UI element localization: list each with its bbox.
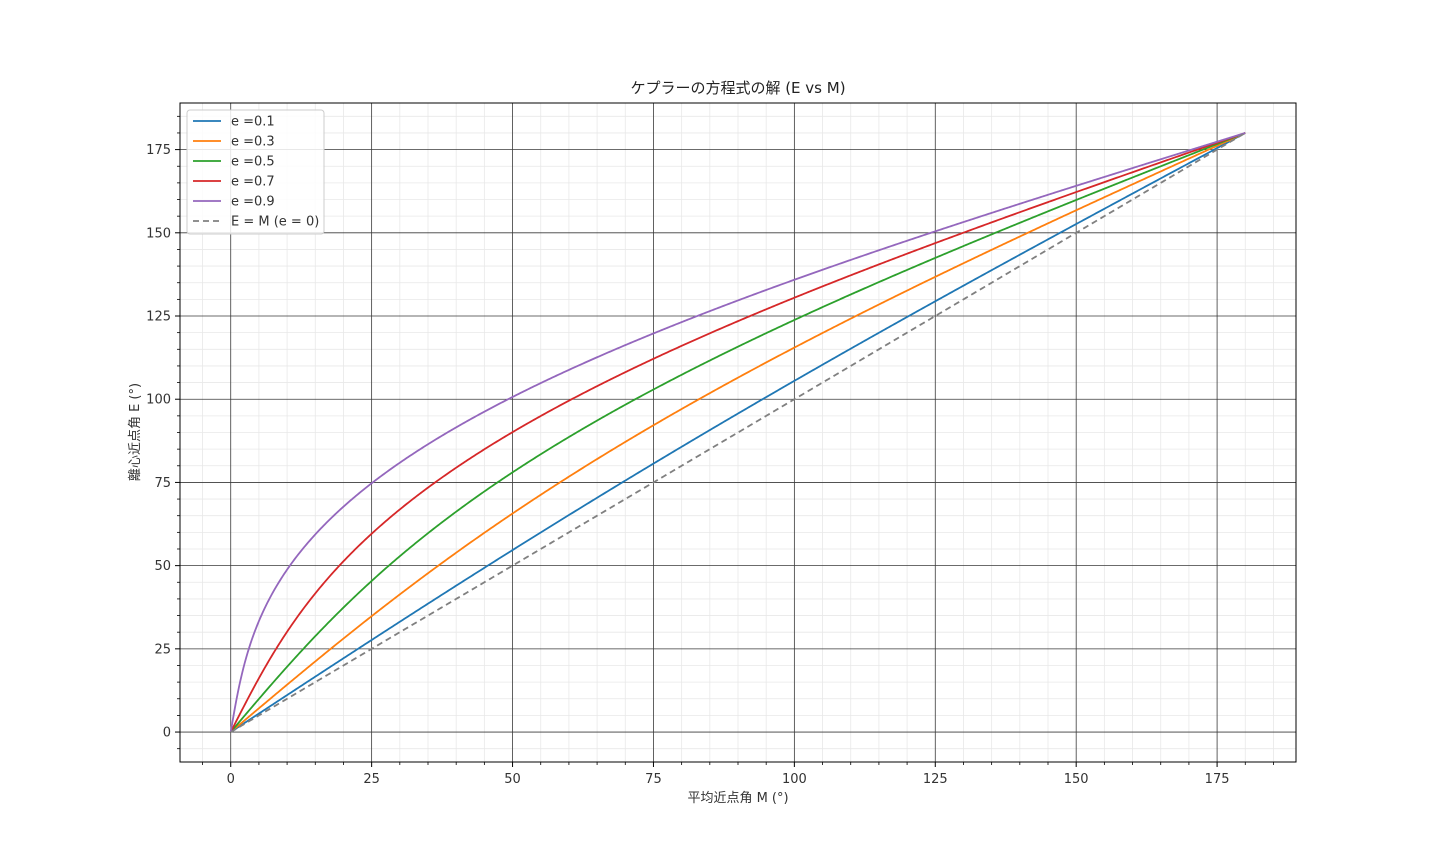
y-tick-label: 0: [163, 726, 171, 741]
y-tick-label: 175: [146, 143, 171, 158]
x-tick-label: 100: [782, 772, 807, 787]
legend-label-1: e =0.1: [231, 115, 275, 130]
y-tick-label: 50: [154, 559, 171, 574]
y-axis-label: 離心近点角 E (°): [128, 383, 143, 481]
legend-label-4: e =0.7: [231, 175, 275, 190]
series-line-1: [230, 132, 1246, 733]
y-tick-label: 100: [146, 393, 171, 408]
tick-labels: 0 25 50 75 100 125 150 175 0 25 50 75 100 125 150 175: [146, 143, 1229, 787]
series-line-3: [230, 132, 1246, 733]
series-lines: [229, 132, 1246, 733]
x-tick-label: 75: [645, 772, 662, 787]
x-tick-label: 175: [1205, 772, 1230, 787]
y-tick-label: 75: [154, 476, 171, 491]
y-tick-label: 150: [146, 226, 171, 241]
x-tick-label: 25: [363, 772, 380, 787]
legend-label-3: e =0.5: [231, 155, 275, 170]
legend-label-5: e =0.9: [231, 195, 275, 210]
legend-box: [186, 109, 325, 235]
y-tick-label: 125: [146, 310, 171, 325]
legend: e =0.1 e =0.3 e =0.5 e =0.7 e =0.9 E = M (e =…: [186, 109, 325, 235]
x-tick-label: 0: [227, 772, 235, 787]
series-line-6: [230, 132, 1246, 733]
x-tick-label: 50: [504, 772, 521, 787]
series-line-4: [229, 132, 1246, 733]
legend-label-2: e =0.3: [231, 135, 275, 150]
series-line-2: [230, 132, 1246, 733]
x-tick-label: 150: [1064, 772, 1089, 787]
series-line-5: [229, 132, 1246, 733]
legend-label-6: E = M (e = 0): [231, 215, 319, 230]
x-axis-label: 平均近点角 M (°): [687, 791, 788, 806]
axis-ticks: [175, 115, 1274, 767]
x-tick-label: 125: [923, 772, 948, 787]
chart-title: ケプラーの方程式の解 (E vs M): [630, 79, 845, 97]
y-tick-label: 25: [154, 642, 171, 657]
minor-grid: [180, 103, 1296, 762]
